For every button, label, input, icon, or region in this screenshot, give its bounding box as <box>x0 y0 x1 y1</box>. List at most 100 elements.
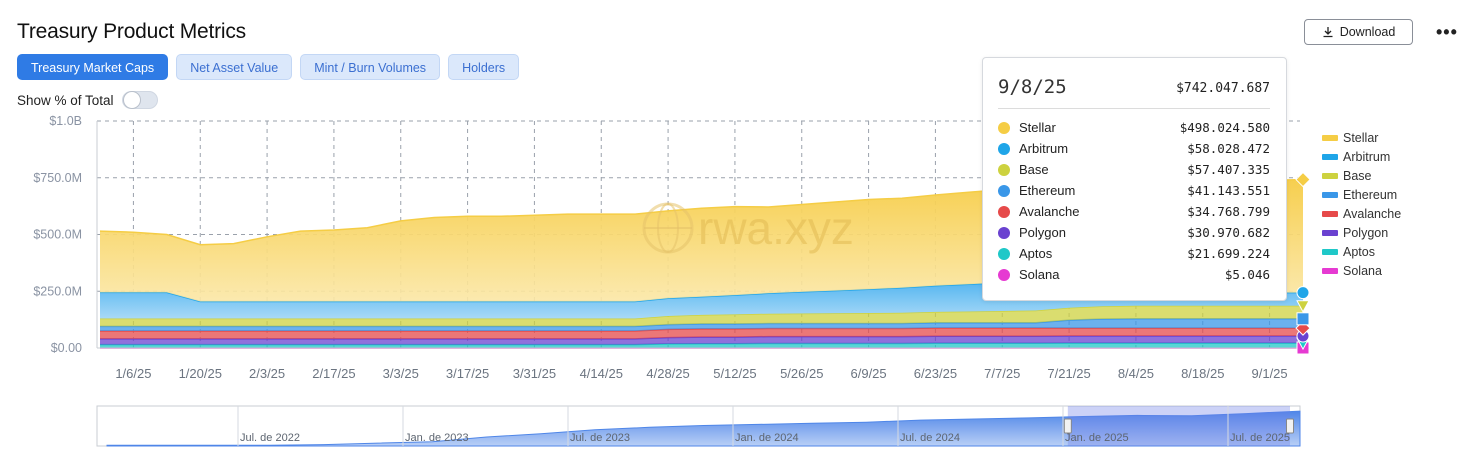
tooltip-series-value: $41.143.551 <box>1187 183 1270 198</box>
y-tick-label: $750.0M <box>33 171 82 185</box>
legend-item[interactable]: Avalanche <box>1322 204 1401 223</box>
tooltip-dot <box>998 163 1010 176</box>
tooltip-series-value: $5.046 <box>1224 267 1270 282</box>
area-avalanche <box>100 328 1303 339</box>
marker-base <box>1296 300 1310 313</box>
legend-item[interactable]: Solana <box>1322 261 1401 280</box>
tooltip-dot <box>998 226 1010 239</box>
legend-label: Base <box>1343 168 1372 183</box>
y-axis: $0.00 $250.0M $500.0M $750.0M $1.0B <box>33 114 82 355</box>
x-tick-label: 3/31/25 <box>513 366 556 381</box>
tooltip-series-value: $498.024.580 <box>1179 120 1270 135</box>
tooltip-series-name: Solana <box>1019 267 1060 282</box>
x-tick-label: 5/12/25 <box>713 366 756 381</box>
navigator-label: Jul. de 2024 <box>900 432 960 444</box>
marker-arbitrum <box>1296 286 1310 300</box>
tooltip-series-name: Arbitrum <box>1019 141 1069 156</box>
navigator-left-handle <box>1063 418 1072 434</box>
tooltip-row: Polygon $30.970.682 <box>998 222 1270 243</box>
legend-item[interactable]: Arbitrum <box>1322 147 1401 166</box>
y-tick-label: $250.0M <box>33 284 82 298</box>
marker-stellar <box>1295 171 1311 188</box>
tab-mint-burn-volumes[interactable]: Mint / Burn Volumes <box>300 54 441 80</box>
legend-item[interactable]: Base <box>1322 166 1401 185</box>
area-aptos <box>100 343 1303 348</box>
x-tick-label: 4/28/25 <box>646 366 689 381</box>
x-axis: 1/6/25 1/20/25 2/3/25 2/17/25 3/3/25 3/17/25 3… <box>97 347 1300 381</box>
navigator-selection <box>1067 406 1290 446</box>
y-tick-label: $500.0M <box>33 228 82 242</box>
x-tick-label: 9/1/25 <box>1252 366 1288 381</box>
tooltip-dot <box>998 268 1010 281</box>
legend-label: Solana <box>1343 263 1382 278</box>
navigator-label: Jul. de 2025 <box>1230 432 1290 444</box>
tooltip-dot <box>998 247 1010 260</box>
percent-toggle[interactable] <box>121 91 158 109</box>
tooltip-series-name: Aptos <box>1019 246 1053 261</box>
tab-treasury-market-caps[interactable]: Treasury Market Caps <box>17 54 169 80</box>
percent-toggle-label: Show % of Total <box>17 92 114 108</box>
legend-item[interactable]: Polygon <box>1322 223 1401 242</box>
legend-swatch <box>1322 134 1338 141</box>
legend-item[interactable]: Stellar <box>1322 128 1401 147</box>
legend-label: Arbitrum <box>1343 149 1391 164</box>
end-markers <box>1295 171 1311 355</box>
x-tick-label: 1/20/25 <box>179 366 222 381</box>
metric-tabs: Treasury Market Caps Net Asset Value Min… <box>17 54 520 80</box>
tooltip-series-value: $34.768.799 <box>1187 204 1270 219</box>
tooltip-series-name: Base <box>1019 162 1049 177</box>
legend-swatch <box>1322 248 1338 255</box>
tooltip-series-value: $30.970.682 <box>1187 225 1270 240</box>
legend-item[interactable]: Aptos <box>1322 242 1401 261</box>
legend-label: Stellar <box>1343 130 1379 145</box>
x-tick-label: 8/18/25 <box>1181 366 1224 381</box>
tooltip-series-name: Polygon <box>1019 225 1066 240</box>
x-tick-label: 5/26/25 <box>780 366 823 381</box>
tooltip-series-name: Ethereum <box>1019 183 1076 198</box>
marker-avalanche <box>1295 320 1311 336</box>
tooltip-total: $742.047.687 <box>1176 81 1270 96</box>
legend-label: Polygon <box>1343 225 1389 240</box>
navigator-label: Jan. de 2025 <box>1065 432 1129 444</box>
tooltip-date: 9/8/25 <box>998 76 1067 98</box>
tooltip-row: Solana $5.046 <box>998 264 1270 285</box>
x-tick-label: 2/3/25 <box>249 366 285 381</box>
tooltip-dot <box>998 121 1010 134</box>
legend-swatch <box>1322 229 1338 236</box>
range-navigator: Jul. de 2022 Jan. de 2023 Jul. de 2023 Jan.… <box>96 405 1301 447</box>
x-tick-label: 3/17/25 <box>446 366 489 381</box>
tooltip-dot <box>998 142 1010 155</box>
navigator-area <box>106 410 1301 447</box>
tooltip-series-value: $57.407.335 <box>1187 162 1270 177</box>
x-tick-label: 4/14/25 <box>580 366 623 381</box>
tooltip-series-value: $21.699.224 <box>1187 246 1270 261</box>
marker-ethereum <box>1296 312 1310 326</box>
tab-net-asset-value[interactable]: Net Asset Value <box>176 54 293 80</box>
navigator-label: Jan. de 2024 <box>735 432 799 444</box>
x-tick-label: 1/6/25 <box>115 366 151 381</box>
area-ethereum <box>100 318 1303 331</box>
x-tick-label: 7/7/25 <box>984 366 1020 381</box>
x-tick-label: 3/3/25 <box>383 366 419 381</box>
percent-toggle-row: Show % of Total <box>17 91 158 109</box>
x-tick-label: 7/21/25 <box>1047 366 1090 381</box>
x-tick-label: 6/9/25 <box>851 366 887 381</box>
page-title: Treasury Product Metrics <box>17 20 246 43</box>
tab-holders[interactable]: Holders <box>448 54 520 80</box>
legend-swatch <box>1322 191 1338 198</box>
navigator-label: Jan. de 2023 <box>405 432 469 444</box>
download-button[interactable]: Download <box>1304 19 1413 45</box>
legend-item[interactable]: Ethereum <box>1322 185 1401 204</box>
tooltip-series-name: Avalanche <box>1019 204 1080 219</box>
navigator-right-handle <box>1286 418 1294 434</box>
chart-legend: Stellar Arbitrum Base Ethereum Avalanche Poly… <box>1322 128 1401 280</box>
legend-swatch <box>1322 172 1338 179</box>
watermark-text: rwa.xyz <box>698 202 854 254</box>
more-options-icon[interactable]: ••• <box>1436 22 1458 42</box>
download-icon <box>1323 27 1333 38</box>
hover-tooltip: 9/8/25 $742.047.687 Stellar $498.024.580 A… <box>982 57 1287 301</box>
legend-label: Avalanche <box>1343 206 1402 221</box>
y-tick-label: $0.00 <box>51 341 82 355</box>
legend-label: Aptos <box>1343 244 1375 259</box>
area-base <box>100 305 1303 327</box>
